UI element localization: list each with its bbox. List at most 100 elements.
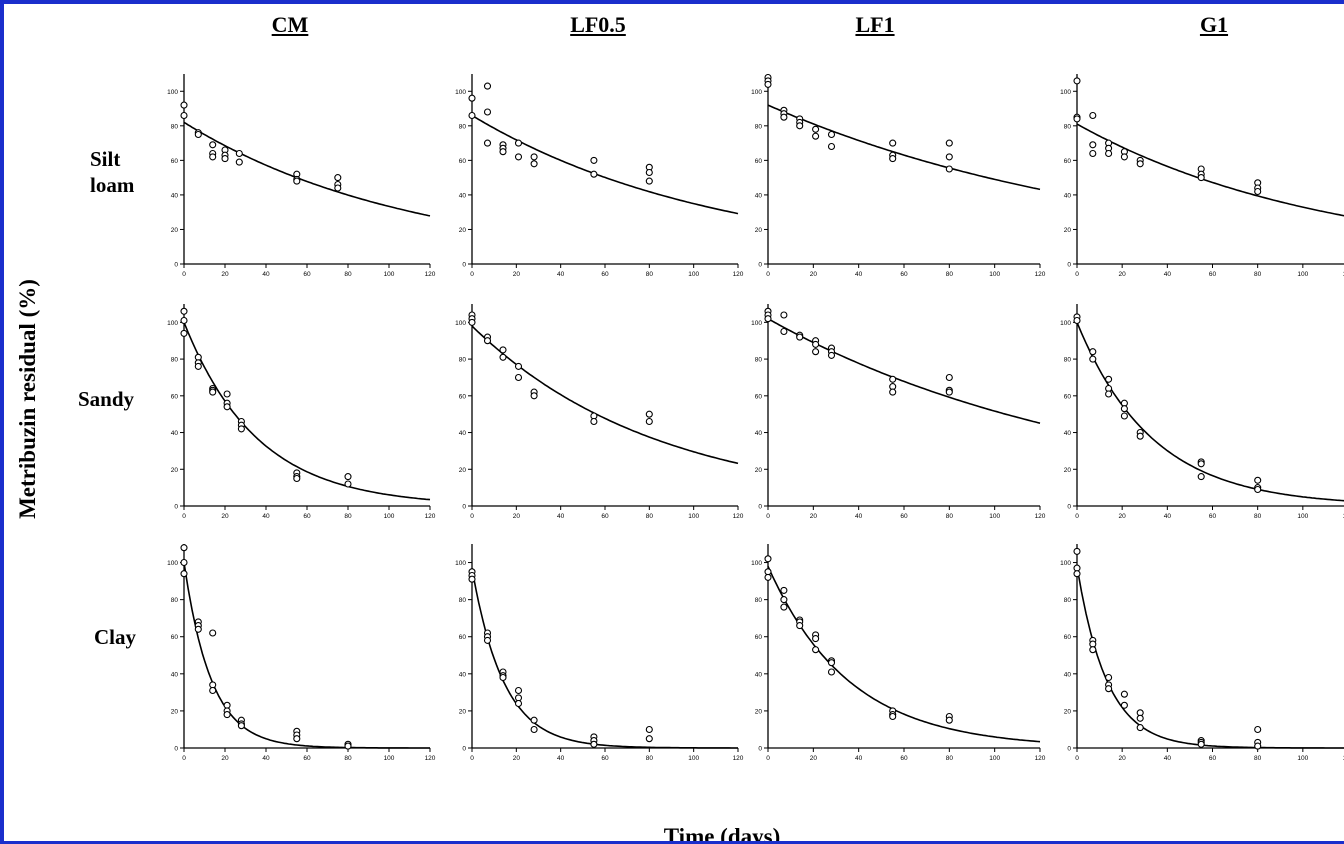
panel-3-3: 0 20 40 60 80 100 0 20 40 60 80 100 120 — [751, 544, 1046, 762]
y-tick-label: 60 — [459, 158, 467, 165]
data-point — [764, 80, 772, 88]
x-tick-label: 100 — [989, 755, 1000, 762]
data-point — [334, 184, 342, 192]
data-point — [1197, 740, 1205, 748]
y-tick-label: 100 — [167, 320, 178, 327]
x-tick-label: 40 — [855, 513, 863, 520]
y-tick-label: 20 — [171, 467, 179, 474]
data-point — [180, 558, 188, 567]
x-tick-label: 80 — [1254, 271, 1262, 278]
data-point — [590, 740, 598, 748]
x-tick-label: 20 — [513, 755, 521, 762]
column-heading-g1: G1 — [1199, 12, 1229, 37]
y-tick-label: 40 — [171, 192, 179, 199]
x-tick-label: 20 — [810, 755, 818, 762]
y-tick-label: 80 — [171, 123, 179, 130]
y-tick-label: 60 — [755, 393, 763, 400]
data-point — [180, 570, 188, 578]
fit-curve — [183, 121, 431, 217]
x-tick-label: 120 — [1035, 755, 1046, 762]
data-point — [945, 165, 953, 173]
data-point — [889, 155, 897, 163]
y-tick-label: 100 — [1060, 560, 1071, 567]
row-heading-silt-loam-line-1: Silt — [90, 147, 121, 171]
data-point — [645, 735, 653, 743]
data-point — [812, 635, 820, 643]
x-tick-label: 120 — [733, 513, 744, 520]
data-point — [1089, 149, 1097, 158]
x-tick-label: 80 — [946, 271, 954, 278]
y-tick-label: 100 — [751, 320, 762, 327]
data-point — [1254, 725, 1262, 734]
data-point — [514, 686, 523, 695]
y-tick-label: 80 — [1064, 597, 1072, 604]
y-tick-label: 20 — [171, 227, 179, 234]
data-point — [530, 160, 538, 168]
data-point — [483, 337, 492, 345]
y-tick-label: 60 — [1064, 158, 1072, 165]
y-tick-label: 40 — [1064, 192, 1072, 199]
x-tick-label: 20 — [810, 271, 818, 278]
x-tick-label: 40 — [557, 271, 565, 278]
data-point — [1120, 690, 1128, 698]
panel-3-2: 0 20 40 60 80 100 0 20 40 60 80 100 120 — [455, 544, 744, 762]
data-point — [237, 425, 245, 433]
data-point — [889, 139, 897, 147]
data-point — [1254, 485, 1262, 494]
data-point — [293, 177, 301, 185]
data-point — [812, 646, 820, 654]
data-point — [1105, 390, 1113, 398]
data-point — [180, 101, 188, 109]
data-point — [764, 555, 772, 563]
x-tick-label: 100 — [688, 513, 699, 520]
data-point — [764, 573, 772, 581]
data-point — [223, 711, 231, 719]
data-point — [209, 141, 217, 149]
data-point — [1197, 460, 1205, 468]
data-point — [812, 340, 820, 348]
x-tick-label: 20 — [221, 271, 229, 278]
fit-curve — [767, 565, 1041, 743]
data-point — [483, 139, 492, 147]
fit-curve — [1076, 566, 1344, 749]
data-point — [293, 474, 301, 483]
row-heading-sandy: Sandy — [78, 387, 135, 411]
x-tick-label: 40 — [557, 513, 565, 520]
panel-2-2: 0 20 40 60 80 100 0 20 40 60 80 100 120 — [455, 304, 744, 520]
y-tick-label: 20 — [1064, 708, 1072, 715]
fit-curve — [471, 114, 739, 215]
panel-1-1: 0 20 40 60 80 100 0 20 40 60 80 100 120 — [167, 74, 436, 278]
y-tick-label: 40 — [1064, 671, 1072, 678]
x-tick-label: 0 — [1075, 513, 1079, 520]
data-point — [1120, 153, 1128, 161]
y-tick-label: 100 — [455, 320, 466, 327]
data-point — [1136, 160, 1144, 168]
data-point — [590, 170, 598, 178]
data-point — [1254, 187, 1262, 196]
data-point — [645, 410, 653, 418]
y-tick-label: 60 — [171, 393, 179, 400]
x-tick-label: 0 — [182, 513, 186, 520]
column-heading-cm: CM — [271, 12, 309, 37]
y-tick-label: 0 — [462, 746, 466, 753]
data-point — [530, 153, 538, 161]
data-point — [499, 673, 507, 682]
row-heading-clay: Clay — [94, 625, 136, 649]
y-tick-label: 40 — [171, 671, 179, 678]
panel-3-1: 0 20 40 60 80 100 0 20 40 60 80 100 120 — [167, 544, 436, 762]
y-tick-label: 100 — [1060, 89, 1071, 96]
data-point — [945, 388, 953, 396]
x-tick-label: 120 — [1343, 513, 1344, 520]
data-point — [180, 329, 188, 337]
data-point — [827, 142, 836, 151]
data-point — [1105, 149, 1113, 158]
y-tick-label: 0 — [1067, 504, 1071, 511]
x-tick-label: 60 — [900, 755, 908, 762]
data-point — [334, 174, 342, 182]
row-heading-silt-loam-line-2: loam — [90, 173, 135, 197]
x-tick-label: 20 — [810, 513, 818, 520]
data-point — [1089, 111, 1097, 120]
data-point — [468, 575, 476, 583]
x-tick-label: 0 — [1075, 755, 1079, 762]
panel-1-3: 0 20 40 60 80 100 0 20 40 60 80 100 120 — [751, 73, 1046, 278]
